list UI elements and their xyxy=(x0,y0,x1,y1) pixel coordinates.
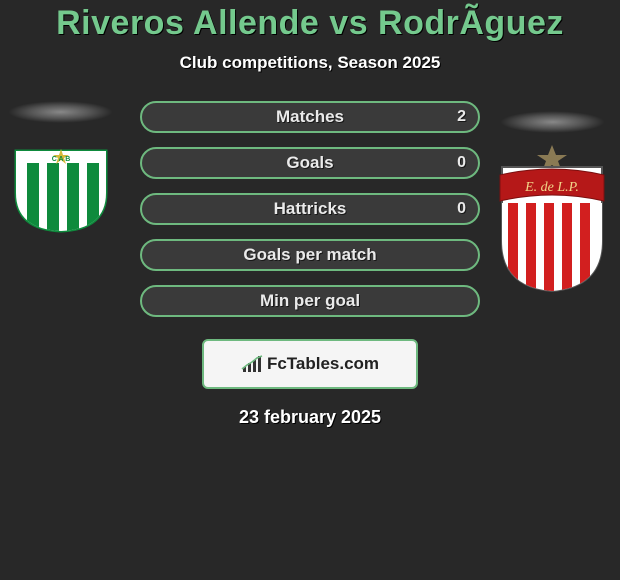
brand-box[interactable]: FcTables.com xyxy=(202,339,418,389)
stat-row-matches: Matches 2 xyxy=(140,101,480,133)
stat-row-min-per-goal: Min per goal xyxy=(140,285,480,317)
club-right-badge: E. de L.P. xyxy=(492,145,612,293)
brand-label: FcTables.com xyxy=(267,354,379,374)
stat-label: Goals xyxy=(286,153,333,173)
chart-icon xyxy=(241,355,263,373)
date-label: 23 february 2025 xyxy=(0,407,620,428)
stat-right-value: 2 xyxy=(457,108,466,126)
stat-label: Min per goal xyxy=(260,291,360,311)
player-left-shadow xyxy=(8,101,113,123)
club-right-initials: E. de L.P. xyxy=(524,180,579,195)
player-right-shadow xyxy=(500,111,605,133)
stat-row-goals-per-match: Goals per match xyxy=(140,239,480,271)
stat-right-value: 0 xyxy=(457,200,466,218)
club-left-badge: C A B xyxy=(11,149,111,233)
stat-label: Goals per match xyxy=(243,245,376,265)
stat-right-value: 0 xyxy=(457,154,466,172)
content: C A B xyxy=(0,101,620,428)
player-left: C A B xyxy=(8,101,113,233)
page-title: Riveros Allende vs RodrÃ­guez xyxy=(0,0,620,43)
stat-row-hattricks: Hattricks 0 xyxy=(140,193,480,225)
club-left-initials: C A B xyxy=(51,156,70,163)
subtitle: Club competitions, Season 2025 xyxy=(0,53,620,73)
stat-label: Matches xyxy=(276,107,344,127)
stat-row-goals: Goals 0 xyxy=(140,147,480,179)
player-right: E. de L.P. xyxy=(492,111,612,293)
stats-list: Matches 2 Goals 0 Hattricks 0 Goals per … xyxy=(140,101,480,317)
stat-label: Hattricks xyxy=(274,199,347,219)
